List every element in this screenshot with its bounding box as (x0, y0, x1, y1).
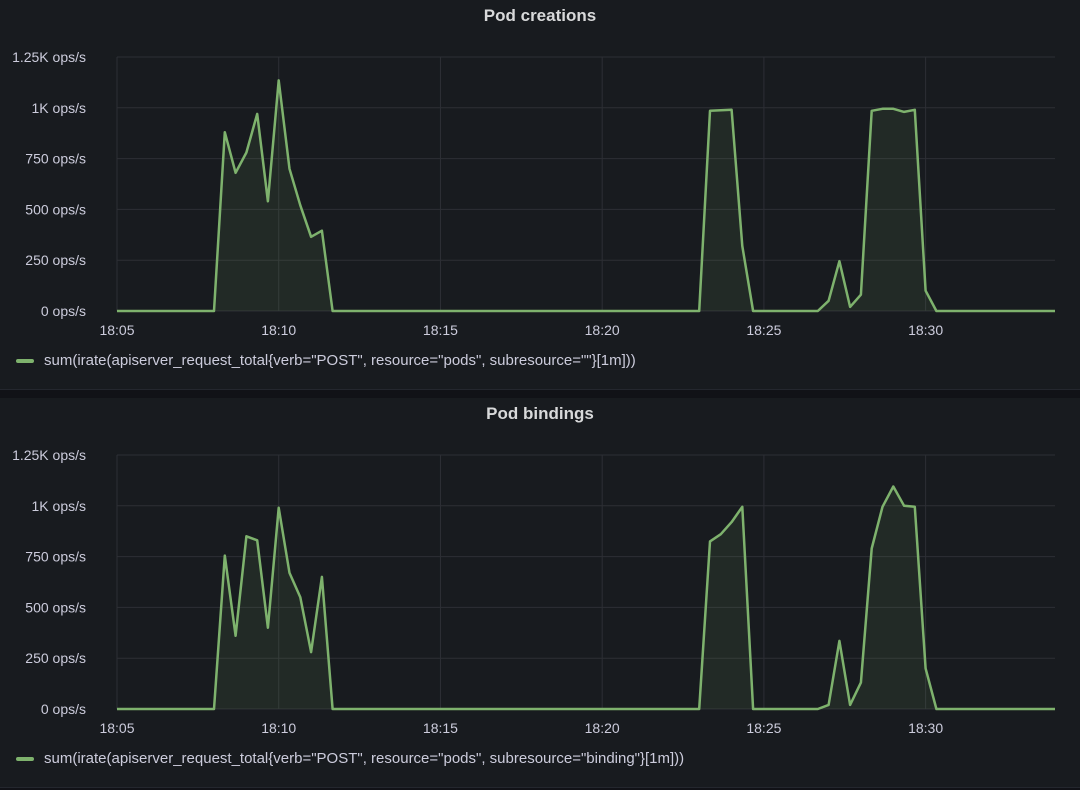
y-tick-label: 1.25K ops/s (12, 49, 86, 65)
panel-title[interactable]: Pod creations (483, 6, 597, 25)
x-tick-label: 18:05 (99, 720, 134, 736)
x-tick-label: 18:30 (908, 322, 943, 338)
x-tick-label: 18:10 (261, 720, 296, 736)
x-tick-label: 18:25 (746, 322, 781, 338)
legend-label[interactable]: sum(irate(apiserver_request_total{verb="… (44, 750, 685, 767)
series-line (117, 485, 1055, 711)
panel-pod-bindings[interactable]: Pod bindings 0 ops/s 250 ops/s 500 ops/s 75… (0, 398, 1080, 788)
series-line (117, 79, 1055, 313)
x-tick-label: 18:20 (585, 720, 620, 736)
y-tick-label: 1K ops/s (32, 498, 86, 514)
chart-pod-bindings: 0 ops/s 250 ops/s 500 ops/s 750 ops/s 1K ops… (12, 447, 1055, 736)
legend[interactable]: sum(irate(apiserver_request_total{verb="… (16, 750, 684, 767)
legend-swatch-icon (16, 756, 34, 761)
panel-title[interactable]: Pod bindings (486, 404, 594, 423)
x-tick-label: 18:20 (585, 322, 620, 338)
y-tick-label: 750 ops/s (25, 549, 86, 565)
x-tick-label: 18:15 (423, 720, 458, 736)
legend-label[interactable]: sum(irate(apiserver_request_total{verb="… (44, 352, 636, 369)
chart-pod-creations: 0 ops/s 250 ops/s 500 ops/s 750 ops/s 1K ops… (12, 49, 1055, 338)
x-tick-label: 18:25 (746, 720, 781, 736)
legend-swatch-icon (16, 358, 34, 363)
y-tick-label: 250 ops/s (25, 252, 86, 268)
panel-pod-creations[interactable]: Pod creations 0 ops/s 250 ops/s 500 ops/s 7… (0, 0, 1080, 390)
series-area (117, 486, 1055, 709)
x-tick-label: 18:10 (261, 322, 296, 338)
y-tick-label: 250 ops/s (25, 650, 86, 666)
y-tick-label: 0 ops/s (41, 303, 86, 319)
y-tick-label: 1.25K ops/s (12, 447, 86, 463)
legend[interactable]: sum(irate(apiserver_request_total{verb="… (16, 352, 636, 369)
y-tick-label: 0 ops/s (41, 701, 86, 717)
y-tick-label: 500 ops/s (25, 599, 86, 615)
x-tick-label: 18:05 (99, 322, 134, 338)
y-tick-label: 500 ops/s (25, 201, 86, 217)
y-tick-label: 750 ops/s (25, 151, 86, 167)
y-tick-label: 1K ops/s (32, 100, 86, 116)
x-tick-label: 18:15 (423, 322, 458, 338)
x-tick-label: 18:30 (908, 720, 943, 736)
